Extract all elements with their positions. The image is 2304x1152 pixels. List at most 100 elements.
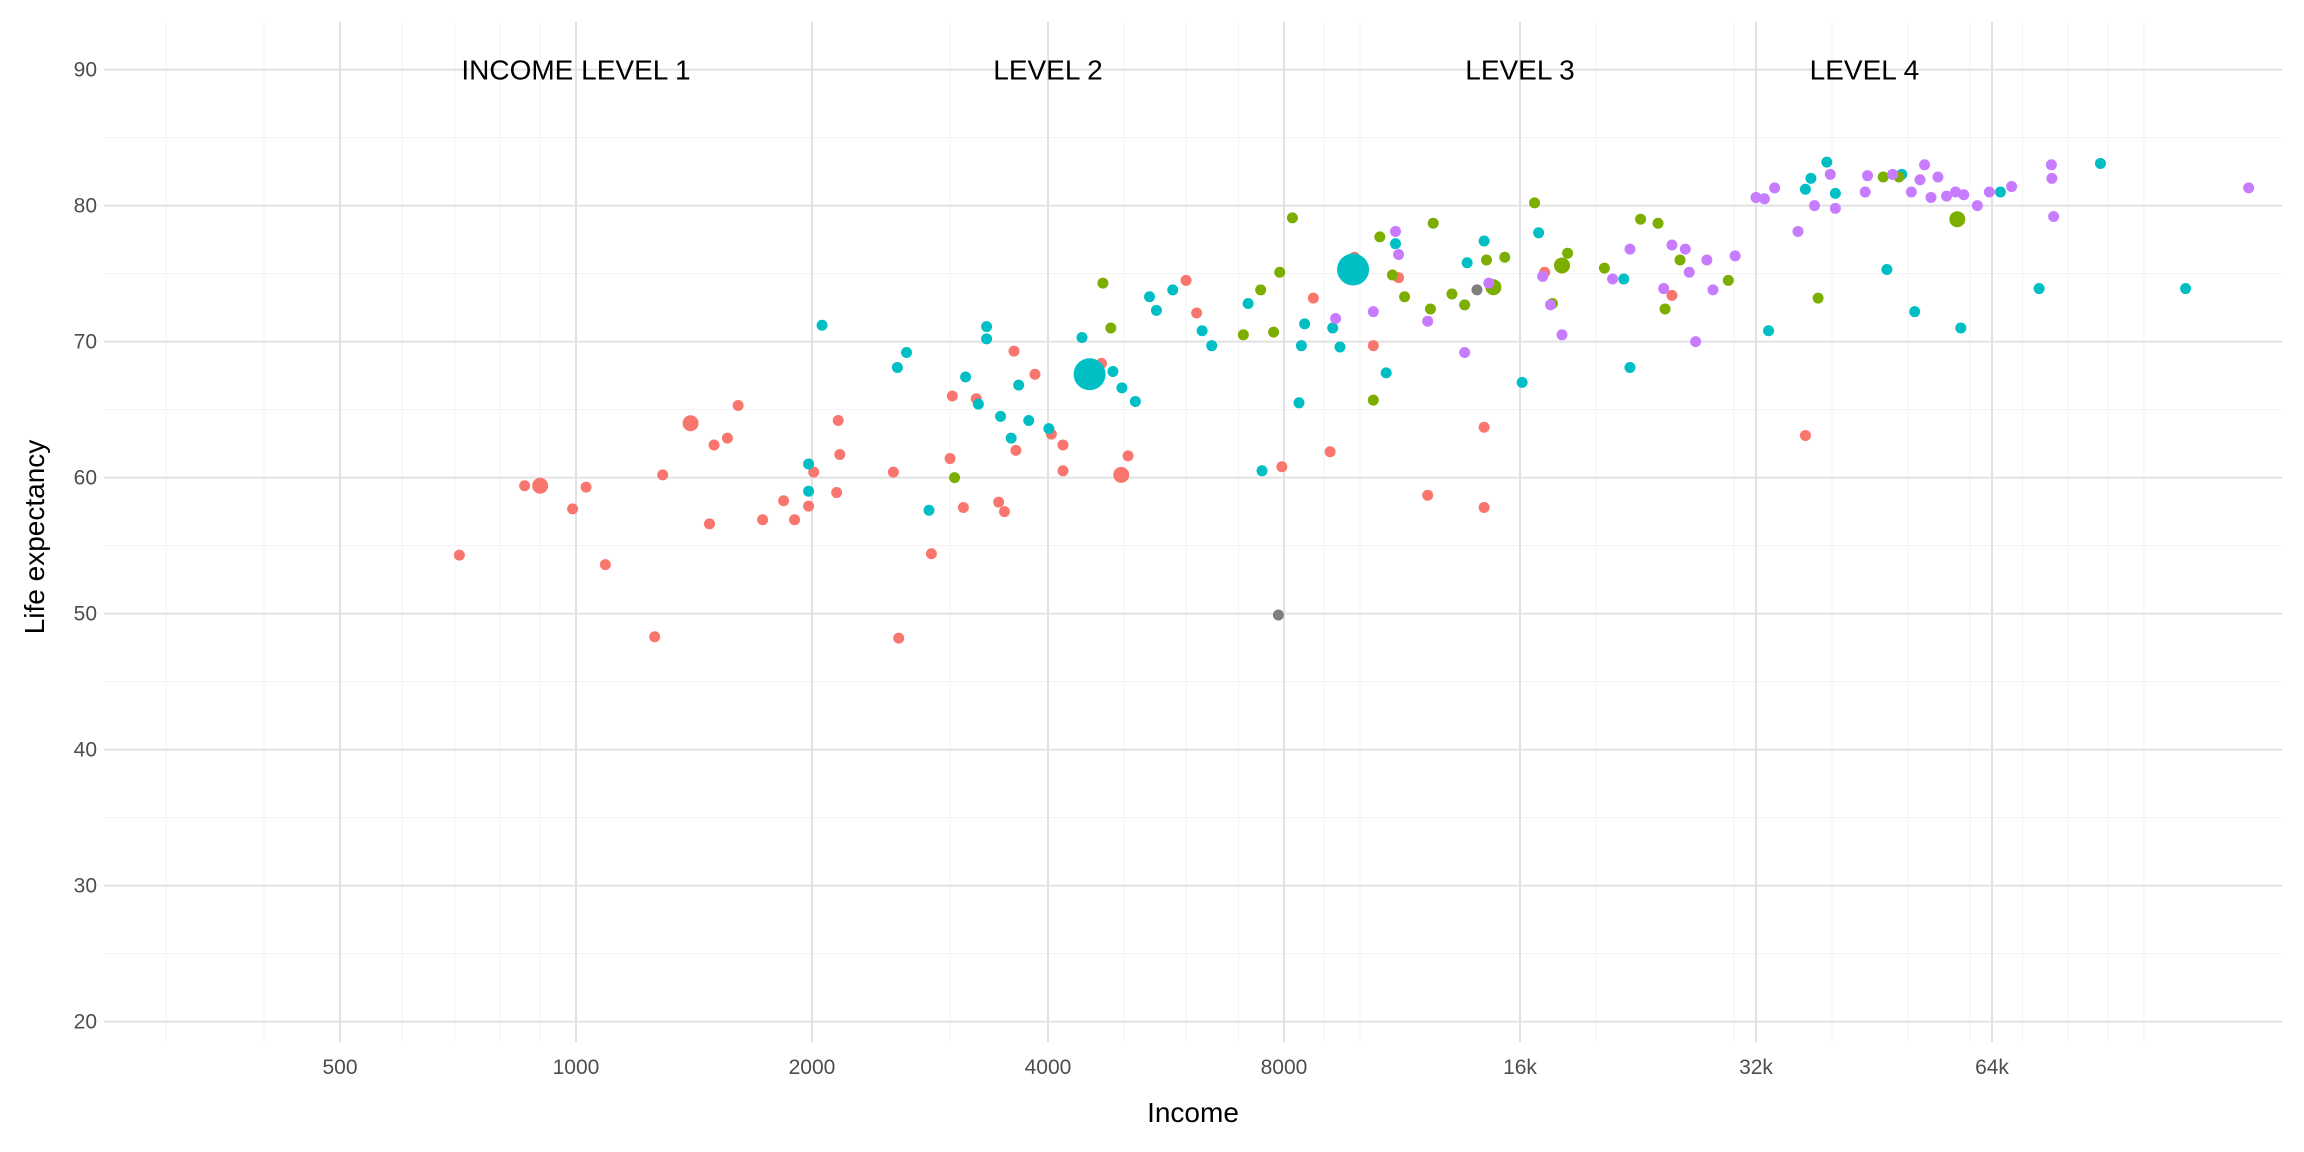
data-point [2046,172,2058,184]
income-level-annotations: INCOME LEVEL 1 LEVEL 2 LEVEL 3 LEVEL 4 [461,55,1919,86]
data-point [993,496,1005,508]
data-point [1010,444,1022,456]
data-point [831,487,843,499]
data-point [1005,432,1017,444]
data-point [972,398,984,410]
income-level-label: LEVEL 3 [1465,55,1574,86]
data-point [1925,191,1937,203]
data-point [1390,225,1402,237]
data-point [1057,439,1069,451]
data-point [949,472,961,484]
data-point [1242,298,1254,310]
data-point [789,514,801,526]
data-point [1792,225,1804,237]
data-point [1334,341,1346,353]
data-point [1805,172,1817,184]
data-point [1478,421,1490,433]
data-point [1537,270,1549,282]
data-point [1919,159,1931,171]
data-point [1097,277,1109,289]
data-point [1763,325,1775,337]
data-point [1905,186,1917,198]
data-point [1386,269,1398,281]
data-point [887,466,899,478]
data-point [1958,189,1970,201]
data-point [1553,257,1570,274]
data-point [1478,502,1490,514]
y-tick-label: 50 [74,603,97,626]
y-axis-ticks: 20 30 40 50 60 70 80 90 [74,59,97,1034]
data-point [757,514,769,526]
data-point [1799,183,1811,195]
data-point [1480,254,1492,266]
y-tick-label: 60 [74,467,97,490]
data-point [2048,210,2060,222]
data-point [1023,414,1035,426]
data-point [1618,273,1630,285]
data-point [1337,253,1370,286]
data-point [732,400,744,412]
data-point [1624,243,1636,255]
data-point [1877,171,1889,183]
minor-gridlines [104,22,2282,1042]
data-point [1690,336,1702,348]
x-tick-label: 500 [322,1056,357,1079]
data-point [1327,322,1339,334]
data-point [1196,325,1208,337]
data-point [1237,329,1249,341]
data-point [1707,284,1719,296]
data-point [1180,274,1192,286]
x-axis-ticks: 500 1000 2000 4000 8000 16k 32k 64k [322,1056,2009,1079]
data-point [1255,284,1267,296]
income-level-label: LEVEL 2 [993,55,1102,86]
data-point [580,481,592,493]
data-point [1516,376,1528,388]
data-point [1683,266,1695,278]
data-point [1635,213,1647,225]
data-point [1013,379,1025,391]
data-point [1821,156,1833,168]
data-point [1799,429,1811,441]
data-point [834,448,846,460]
data-point [1562,247,1574,259]
data-point [1073,358,1106,391]
data-point [1150,304,1162,316]
data-point [1607,273,1619,285]
data-point [981,333,993,345]
data-point [1722,274,1734,286]
data-point [1422,489,1434,501]
data-point [1983,186,1995,198]
data-point [1533,227,1545,239]
x-tick-label: 8000 [1261,1056,1308,1079]
data-point [657,469,669,481]
data-point [1043,423,1055,435]
data-point [1461,257,1473,269]
data-point [649,631,661,643]
data-point [1424,303,1436,315]
data-point [1750,191,1762,203]
data-point [721,432,733,444]
data-point [1057,465,1069,477]
y-tick-label: 20 [74,1011,97,1034]
data-point [1499,251,1511,263]
data-point [1949,211,1966,228]
data-point [1393,249,1405,261]
data-point [1459,299,1471,311]
data-point [1674,254,1686,266]
data-point [2045,159,2057,171]
data-point [1652,217,1664,229]
data-point [519,480,531,492]
data-point [2006,181,2018,193]
data-point [1105,322,1117,334]
y-tick-label: 40 [74,739,97,762]
data-point [1422,315,1434,327]
data-point [1666,289,1678,301]
data-point [1274,266,1286,278]
data-point [1679,243,1691,255]
data-point [944,453,956,465]
data-point [1191,307,1203,319]
x-tick-label: 64k [1975,1056,2009,1079]
data-point [1390,238,1402,250]
